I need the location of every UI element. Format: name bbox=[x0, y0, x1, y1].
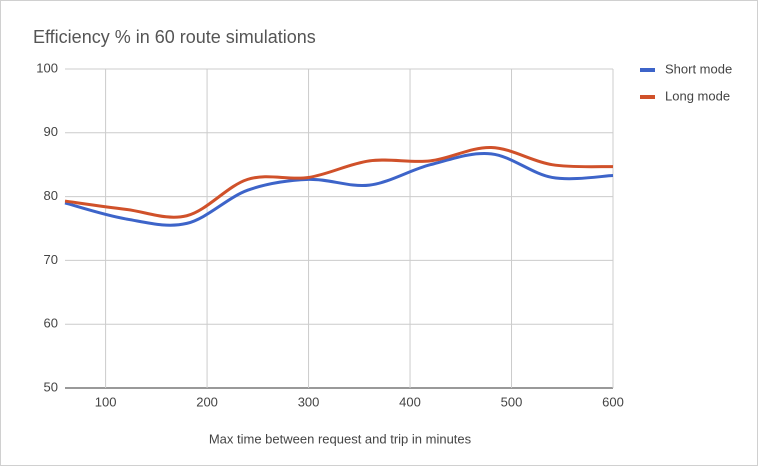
y-tick-label: 90 bbox=[44, 124, 58, 139]
x-tick-label: 100 bbox=[95, 394, 117, 409]
y-tick-label: 80 bbox=[44, 188, 58, 203]
legend-label: Long mode bbox=[665, 88, 730, 103]
x-axis-label: Max time between request and trip in min… bbox=[209, 431, 472, 446]
legend-label: Short mode bbox=[665, 61, 732, 76]
x-tick-label: 600 bbox=[602, 394, 624, 409]
y-tick-label: 60 bbox=[44, 316, 58, 331]
chart-title: Efficiency % in 60 route simulations bbox=[33, 27, 316, 47]
x-tick-label: 500 bbox=[501, 394, 523, 409]
line-series bbox=[64, 151, 614, 227]
y-tick-label: 70 bbox=[44, 252, 58, 267]
x-tick-label: 200 bbox=[196, 394, 218, 409]
y-tick-label: 50 bbox=[44, 379, 58, 394]
x-tick-label: 300 bbox=[298, 394, 320, 409]
line-series bbox=[64, 145, 614, 219]
y-tick-label: 100 bbox=[36, 60, 58, 75]
x-tick-label: 400 bbox=[399, 394, 421, 409]
